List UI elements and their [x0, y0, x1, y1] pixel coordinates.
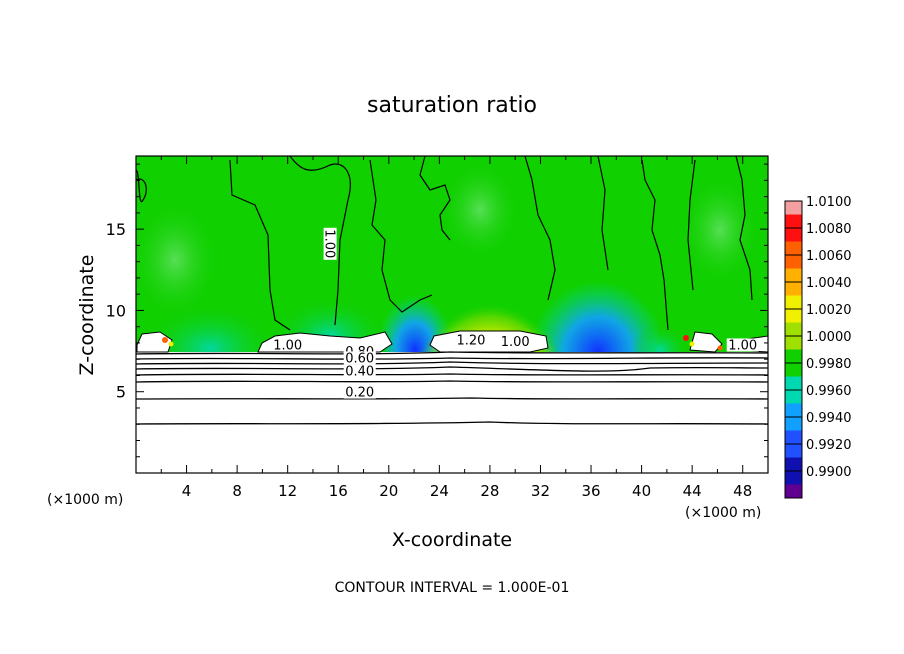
contour-lines-1.00: [136, 156, 753, 331]
x-tick-label: 24: [430, 482, 449, 500]
x-tick-label: 12: [278, 482, 297, 500]
x-tick-label: 40: [632, 482, 651, 500]
contour-label-bg: [323, 227, 337, 260]
contour-label-bg: [343, 364, 376, 378]
contour-labels: 1.001.001.201.001.000.800.600.400.20: [271, 227, 759, 401]
colorbar-swatch: [785, 201, 802, 215]
speckle: [168, 341, 174, 347]
cloud-patch: [136, 331, 173, 353]
field-blob: [440, 160, 520, 260]
y-axis: 5 10 15: [106, 163, 768, 458]
y-axis-title: Z-coordinate: [76, 255, 98, 376]
speckle: [717, 345, 723, 351]
x-tick-label: 16: [329, 482, 348, 500]
x-tick-label: 8: [232, 482, 242, 500]
y-tick-label: 5: [116, 383, 126, 402]
contour-label: 1.00: [322, 229, 337, 258]
dry-layer: [136, 352, 768, 473]
colorbar-label: 1.0060: [806, 249, 852, 264]
x-tick-label: 4: [182, 482, 192, 500]
y-tick-label: 15: [106, 220, 126, 239]
heatmap-field: [136, 156, 768, 473]
contour-label-bg: [454, 333, 487, 347]
contour-label: 0.60: [345, 351, 374, 366]
contour-label-bg: [726, 338, 759, 352]
colorbar-label: 0.9980: [806, 357, 852, 372]
colorbar-label: 0.9920: [806, 438, 852, 453]
contour-label: 1.00: [273, 338, 302, 353]
colorbar-label: 0.9960: [806, 384, 852, 399]
contour-label: 1.00: [501, 335, 530, 350]
contour-label-bg: [499, 335, 532, 349]
x-tick-label: 28: [480, 482, 499, 500]
contour-label-bg: [343, 385, 376, 399]
y-unit-label: (×1000 m): [47, 492, 123, 508]
colorbar-label: 1.0040: [806, 276, 852, 291]
contour-label-bg: [343, 351, 376, 365]
colorbar: 1.0100 1.0080 1.0060 1.0040 1.0020 1.0000 0.99…: [784, 195, 852, 499]
colorbar-label: 0.9900: [806, 465, 852, 480]
contour-label: 1.00: [728, 338, 757, 353]
x-axis-title: X-coordinate: [392, 529, 512, 551]
y-tick-label: 10: [106, 301, 126, 320]
speckle: [683, 335, 689, 341]
contour-label-bg: [271, 338, 304, 352]
colorbar-label: 1.0000: [806, 330, 852, 345]
speckle: [162, 337, 168, 343]
x-tick-label: 44: [683, 482, 702, 500]
colorbar-label: 1.0100: [806, 195, 852, 210]
colorbar-label: 0.9940: [806, 411, 852, 426]
x-unit-label: (×1000 m): [685, 505, 761, 521]
colorbar-swatch: [785, 484, 802, 498]
colorbar-label: 1.0080: [806, 222, 852, 237]
colorbar-label: 1.0020: [806, 303, 852, 318]
contour-label: 0.40: [345, 364, 374, 379]
x-tick-label: 32: [531, 482, 550, 500]
field-blob: [680, 175, 760, 285]
x-tick-label: 20: [379, 482, 398, 500]
cloud-patch: [689, 331, 723, 353]
x-tick-label: 36: [581, 482, 600, 500]
contour-label: 0.20: [345, 386, 374, 401]
speckle: [689, 341, 695, 347]
x-tick-label: 48: [733, 482, 752, 500]
plot-frame: [135, 155, 769, 474]
contour-interval-note: CONTOUR INTERVAL = 1.000E-01: [335, 580, 570, 596]
x-axis: 4 8 12 16 20 24 28 32 36 40 44 48: [160, 156, 752, 500]
chart-title: saturation ratio: [367, 93, 537, 118]
contour-label: 1.20: [456, 334, 485, 349]
contour-lines-low: [136, 351, 768, 425]
